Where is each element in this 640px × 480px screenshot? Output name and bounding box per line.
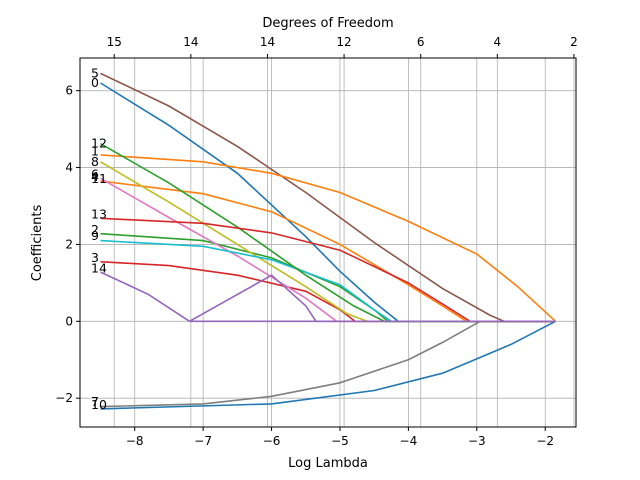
path-label-8: 8 (91, 154, 99, 169)
x-tick-label: −4 (400, 434, 418, 448)
path-label-6: 6 (91, 166, 99, 181)
path-label-14: 14 (91, 260, 107, 275)
path-label-13: 13 (91, 206, 107, 221)
y-tick-label: −2 (55, 391, 73, 405)
series-line-14 (189, 274, 317, 322)
series-line-10 (100, 320, 556, 410)
top-tick-label: 4 (494, 35, 502, 49)
path-label-11: 11 (91, 171, 107, 186)
series-lines (100, 72, 557, 410)
path-label-12: 12 (91, 136, 107, 151)
top-tick-label: 12 (336, 35, 351, 49)
path-label-7: 7 (91, 394, 99, 409)
series-line-6 (100, 177, 338, 322)
top-tick-label: 15 (107, 35, 122, 49)
y-axis-label: Coefficients (30, 205, 45, 282)
path-label-2: 2 (91, 222, 99, 237)
path-label-0: 0 (91, 75, 99, 90)
x-tick-label: −6 (263, 434, 281, 448)
series-line-13 (100, 217, 471, 322)
top-tick-label: 6 (417, 35, 425, 49)
y-tick-label: 2 (65, 237, 73, 251)
series-line-4 (100, 271, 190, 322)
top-tick-label: 14 (183, 35, 198, 49)
x-tick-label: −7 (194, 434, 212, 448)
top-tick-label: 14 (260, 35, 275, 49)
y-tick-label: 6 (65, 84, 73, 98)
series-line-7 (100, 320, 481, 408)
top-axis-label: Degrees of Freedom (262, 16, 393, 31)
path-label-1: 1 (91, 143, 99, 158)
x-tick-label: −2 (536, 434, 554, 448)
x-axis-label: Log Lambda (288, 456, 368, 471)
series-line-0 (100, 82, 399, 322)
path-label-4: 4 (91, 169, 99, 184)
y-tick-label: 0 (65, 314, 73, 328)
series-line-5 (100, 72, 505, 323)
path-label-10: 10 (91, 397, 107, 412)
series-line-8 (100, 161, 368, 323)
x-tick-label: −8 (126, 434, 144, 448)
series-line-12 (100, 143, 385, 323)
x-tick-label: −3 (468, 434, 486, 448)
top-tick-label: 2 (570, 35, 578, 49)
path-label-5: 5 (91, 65, 99, 80)
series-line-11 (100, 154, 557, 322)
plot-frame (79, 57, 577, 428)
series-line-1 (100, 180, 467, 322)
x-tick-label: −5 (331, 434, 349, 448)
y-tick-label: 4 (65, 161, 73, 175)
series-line-9 (100, 239, 392, 322)
path-label-9: 9 (91, 228, 99, 243)
path-label-3: 3 (91, 250, 99, 265)
